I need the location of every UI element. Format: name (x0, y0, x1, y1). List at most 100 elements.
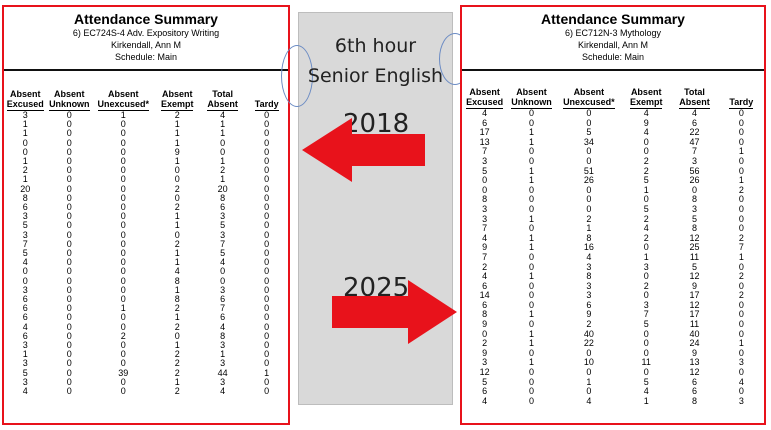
column-header-label: Absent Exempt (629, 87, 663, 109)
table-cell: 0 (66, 349, 72, 360)
table-cell: 4 (482, 108, 488, 118)
table-cell: 0 (120, 248, 126, 259)
table-cell: 9 (482, 319, 488, 330)
table-cell: 1 (120, 303, 126, 314)
table-row: 3 0 0 0 3 0 (4, 229, 288, 240)
table-cell: 2 (220, 165, 226, 176)
table-cell: 0 (738, 223, 744, 234)
column-header-label: Absent Exempt (160, 89, 194, 111)
table-cell: 0 (22, 275, 28, 286)
table-cell: 0 (643, 136, 649, 147)
table-cell: 0 (220, 275, 226, 286)
table-header-row: Absent Excused Absent Unknown Absent Unexcuse… (4, 89, 288, 111)
table-cell: 1 (174, 284, 180, 295)
table-cell: 16 (583, 242, 594, 253)
table-cell: 1 (528, 309, 534, 320)
table-row: 6 0 1 2 7 0 (4, 304, 288, 313)
table-cell: 0 (738, 319, 744, 330)
table-cell: 4 (220, 110, 226, 120)
table-cell: 4 (22, 386, 28, 397)
table-cell: 0 (586, 203, 592, 214)
column-header: Absent Unknown (507, 87, 555, 109)
table-cell: 9 (482, 242, 488, 253)
table-cell: 0 (528, 184, 534, 195)
table-cell: 1 (22, 128, 28, 139)
table-cell: 1 (264, 367, 270, 378)
column-header: Total Absent (670, 87, 718, 109)
table-cell: 0 (738, 165, 744, 176)
table-cell: 1 (174, 248, 180, 259)
course-name: 6) EC712N-3 Mythology (564, 28, 662, 38)
table-cell: 0 (264, 257, 270, 268)
table-cell: 0 (528, 376, 534, 387)
table-cell: 20 (20, 183, 31, 194)
table-cell: 0 (66, 386, 72, 397)
table-row: 0 1 40 0 40 0 (462, 328, 764, 340)
table-cell: 4 (220, 257, 226, 268)
table-cell: 34 (583, 136, 594, 147)
column-header-label: Absent Unexcused* (97, 89, 150, 111)
attendance-summary-2018: Attendance Summary 6) EC724S-4 Adv. Expo… (2, 5, 290, 425)
table-cell: 0 (264, 183, 270, 194)
table-cell: 0 (120, 257, 126, 268)
table-cell: 0 (482, 175, 488, 186)
table-cell: 0 (738, 328, 744, 339)
column-header: Absent Exempt (622, 87, 670, 109)
table-cell: 6 (22, 294, 28, 305)
table-cell: 0 (66, 358, 72, 369)
table-cell: 2 (174, 238, 180, 249)
table-cell: 0 (120, 220, 126, 231)
table-row: 7 0 1 4 8 0 (462, 224, 764, 234)
table-row: 14 0 3 0 17 2 (462, 291, 764, 301)
table-cell: 2 (174, 183, 180, 194)
table-cell: 5 (482, 165, 488, 176)
table-cell: 5 (643, 319, 649, 330)
table-cell: 0 (528, 155, 534, 166)
table-cell: 3 (22, 110, 28, 120)
table-cell: 0 (120, 340, 126, 351)
table-cell: 0 (120, 358, 126, 369)
table-cell: 20 (217, 183, 228, 194)
table-row: 0 0 0 8 0 0 (4, 275, 288, 286)
course-label: Senior English (307, 65, 444, 87)
table-cell: 1 (220, 156, 226, 167)
table-cell: 3 (643, 299, 649, 310)
table-cell: 3 (22, 229, 28, 240)
table-row: 3 1 2 2 5 0 (462, 213, 764, 225)
table-cell: 0 (120, 284, 126, 295)
table-cell: 3 (643, 261, 649, 272)
table-cell: 0 (738, 127, 744, 138)
table-cell: 3 (482, 155, 488, 166)
table-cell: 1 (174, 156, 180, 167)
table-cell: 0 (66, 257, 72, 268)
table-cell: 3 (220, 358, 226, 369)
attendance-summary-2025: Attendance Summary 6) EC712N-3 Mythology… (460, 5, 766, 425)
table-cell: 40 (689, 328, 700, 339)
table-cell: 0 (692, 184, 698, 195)
table-cell: 0 (66, 321, 72, 332)
table-row: 4 0 4 1 8 3 (462, 396, 764, 407)
table-cell: 9 (692, 280, 698, 291)
table-cell: 5 (220, 248, 226, 259)
table-cell: 0 (528, 280, 534, 291)
table-cell: 14 (479, 290, 490, 301)
table-cell: 2 (643, 232, 649, 243)
table-row: 6 0 0 9 6 0 (462, 118, 764, 129)
table-cell: 2 (174, 358, 180, 369)
table-cell: 1 (528, 328, 534, 339)
table-cell: 2 (120, 330, 126, 341)
table-cell: 1 (220, 128, 226, 139)
column-header-label: Tardy (729, 97, 754, 109)
table-cell: 0 (738, 213, 744, 224)
table-row: 6 0 3 2 9 0 (462, 280, 764, 292)
table-cell: 0 (528, 319, 534, 330)
table-cell: 0 (643, 338, 649, 349)
table-cell: 0 (66, 192, 72, 203)
table-cell: 0 (264, 128, 270, 139)
table-cell: 4 (643, 386, 649, 397)
table-cell: 2 (738, 271, 744, 282)
table-cell: 1 (738, 146, 744, 157)
table-cell: 0 (66, 156, 72, 167)
table-cell: 5 (692, 213, 698, 224)
table-cell: 0 (66, 174, 72, 185)
